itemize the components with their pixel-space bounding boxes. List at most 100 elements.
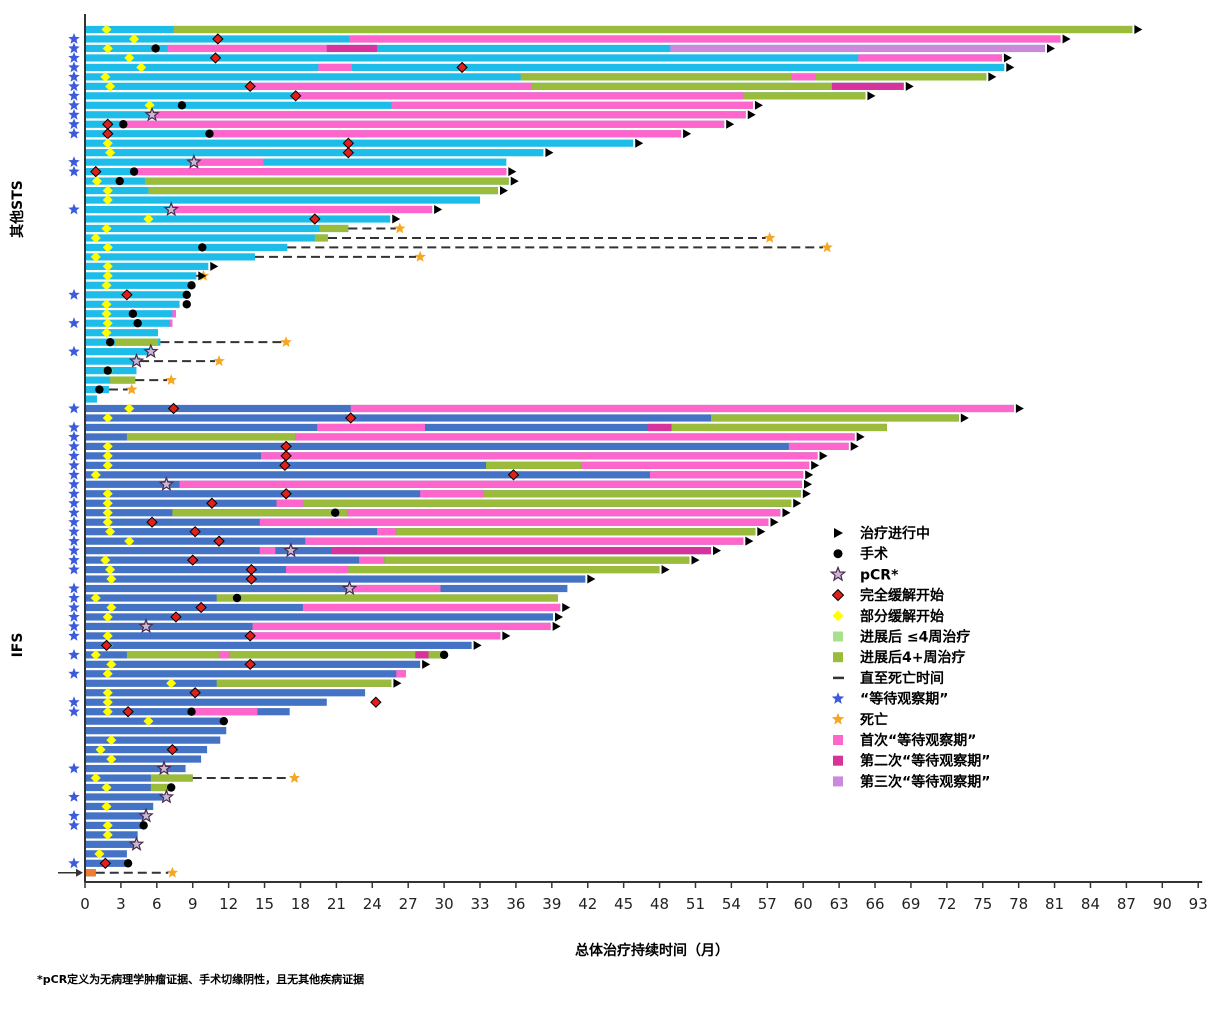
partial-response-marker xyxy=(102,460,113,471)
bar-segment xyxy=(520,73,792,81)
partial-response-marker xyxy=(166,678,177,689)
bar-segment xyxy=(831,82,904,90)
bar-segment xyxy=(260,452,818,460)
bar-segment xyxy=(350,404,1014,413)
patient-bar xyxy=(85,300,180,308)
partial-response-marker xyxy=(105,81,116,92)
bar-segment xyxy=(391,101,753,109)
bar-segment xyxy=(259,547,276,555)
legend-label: 部分缓解开始 xyxy=(860,608,944,625)
bar-segment xyxy=(305,537,744,545)
bar-segment xyxy=(485,461,582,469)
watch-wait-star-marker xyxy=(68,819,80,831)
partial-response-marker xyxy=(143,716,154,727)
patient-bar xyxy=(85,812,145,820)
partial-response-marker xyxy=(90,649,101,660)
watch-wait-star-marker xyxy=(68,421,80,433)
patient-bar xyxy=(85,281,193,289)
x-tick-label: 87 xyxy=(1117,895,1136,913)
patient-bar xyxy=(85,272,197,280)
partial-response-marker xyxy=(90,773,101,784)
x-tick-label: 0 xyxy=(80,895,90,913)
patient-bar xyxy=(85,215,391,223)
patient-bar xyxy=(85,783,173,792)
watch-wait-star-marker xyxy=(68,42,80,54)
watch-wait-star-marker xyxy=(68,592,80,603)
surgery-marker xyxy=(119,120,128,129)
ongoing-arrow-marker xyxy=(747,110,756,120)
watch-wait-star-marker xyxy=(68,70,80,82)
ongoing-arrow-marker xyxy=(988,72,997,82)
watch-wait-star-marker xyxy=(68,525,80,537)
legend-label: pCR* xyxy=(860,567,899,583)
patient-bar xyxy=(85,139,634,147)
surgery-marker xyxy=(166,783,176,792)
surgery-marker xyxy=(439,650,449,660)
partial-response-marker xyxy=(102,630,113,641)
x-tick-label: 42 xyxy=(578,895,597,913)
ongoing-arrow-marker xyxy=(392,214,401,224)
ongoing-arrow-marker xyxy=(508,167,517,177)
ongoing-arrow-marker xyxy=(713,546,722,556)
patient-bar xyxy=(85,262,209,270)
complete-response-marker xyxy=(121,289,133,301)
x-axis-label: 总体治疗持续时间（月） xyxy=(575,942,729,959)
complete-response-marker xyxy=(209,52,222,64)
death-star-marker xyxy=(213,355,225,366)
bar-segment xyxy=(384,556,690,564)
ongoing-arrow-marker xyxy=(819,451,828,461)
partial-response-marker xyxy=(90,232,101,243)
patient-bar xyxy=(85,224,349,233)
bar-segment xyxy=(531,82,832,90)
complete-response-marker xyxy=(100,639,113,652)
surgery-marker xyxy=(151,44,160,53)
watch-wait-star-marker xyxy=(68,118,80,130)
x-tick-label: 75 xyxy=(973,895,992,913)
bar-segment xyxy=(349,35,1061,43)
watch-wait-star-marker xyxy=(68,857,80,869)
bar-segment xyxy=(172,205,433,214)
bar-segment xyxy=(319,224,349,233)
watch-wait-star-marker xyxy=(68,33,80,44)
partial-response-marker xyxy=(102,185,113,196)
watch-wait-star-marker xyxy=(68,478,80,490)
partial-response-marker xyxy=(100,71,111,82)
patient-bar xyxy=(85,821,144,829)
patient-bar xyxy=(85,414,959,422)
bar-segment xyxy=(788,442,849,450)
x-tick-label: 36 xyxy=(506,895,525,913)
bar-segment xyxy=(173,25,1133,34)
ongoing-arrow-marker xyxy=(1134,25,1143,34)
ongoing-arrow-marker xyxy=(802,489,811,499)
bar-segment xyxy=(711,414,959,422)
watch-wait-star-marker xyxy=(68,459,80,471)
ongoing-arrow-marker xyxy=(1015,404,1024,413)
bar-segment xyxy=(858,54,1002,62)
bar-segment xyxy=(134,168,507,176)
bar-segment xyxy=(172,509,348,517)
ongoing-arrow-marker xyxy=(770,517,779,527)
legend-symbol xyxy=(831,712,845,725)
bar-segment xyxy=(216,679,392,687)
complete-response-marker xyxy=(370,696,382,708)
bar-segment xyxy=(420,490,484,498)
complete-response-marker xyxy=(212,33,224,45)
watch-wait-star-marker xyxy=(68,80,80,92)
x-tick-label: 51 xyxy=(686,895,705,913)
ongoing-arrow-marker xyxy=(434,205,443,215)
legend-label: 首次“等待观察期” xyxy=(860,732,976,749)
bar-segment xyxy=(208,130,682,138)
watch-wait-star-marker xyxy=(68,99,80,111)
bar-segment xyxy=(125,120,725,128)
bar-segment xyxy=(743,92,866,100)
surgery-marker xyxy=(129,167,139,176)
patient-bar xyxy=(85,329,159,337)
surgery-marker xyxy=(177,101,187,110)
complete-response-marker xyxy=(170,611,182,623)
bar-segment xyxy=(193,158,264,166)
patient-bar xyxy=(85,291,188,299)
complete-response-marker xyxy=(280,488,292,500)
death-star-marker xyxy=(165,374,177,385)
patient-bar xyxy=(85,158,507,166)
x-tick-label: 18 xyxy=(291,895,310,913)
